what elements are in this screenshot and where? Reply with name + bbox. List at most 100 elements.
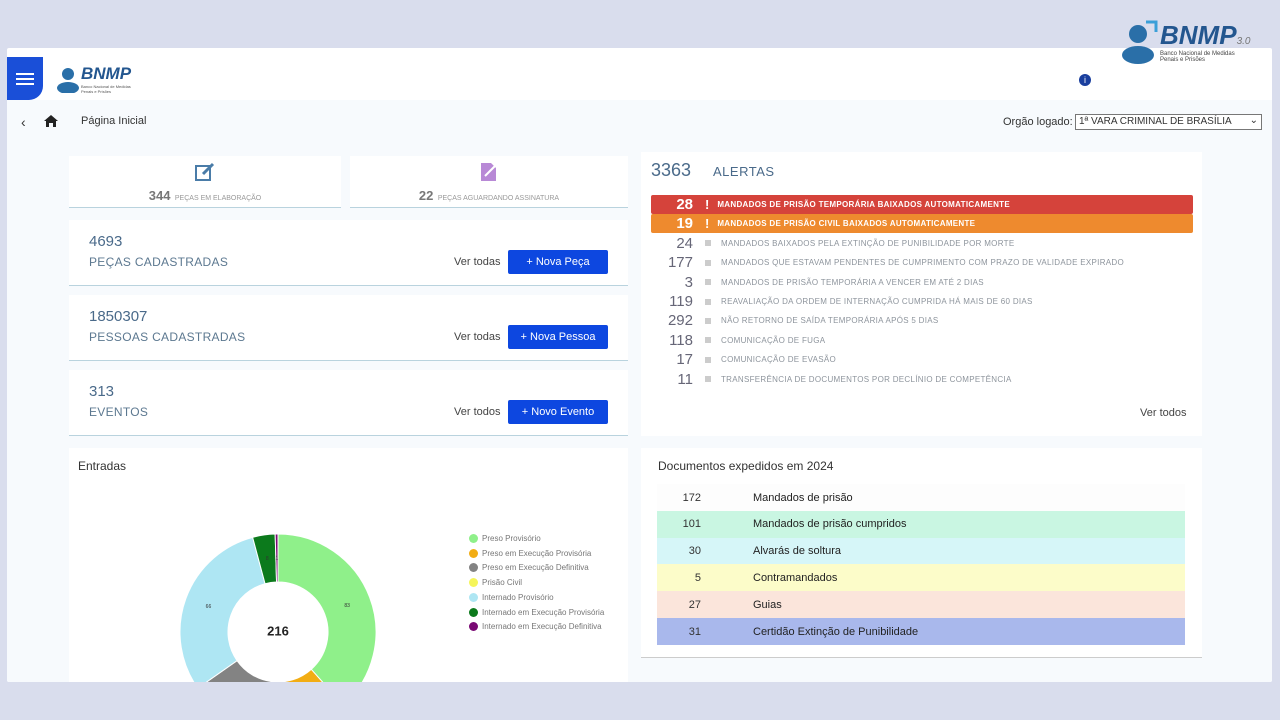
- alert-row: 177 MANDADOS QUE ESTAVAM PENDENTES DE CUM…: [651, 253, 1193, 272]
- doc-label: Alvarás de soltura: [753, 545, 842, 558]
- legend-swatch: [469, 592, 478, 602]
- counter-label: PESSOAS CADASTRADAS: [89, 330, 246, 344]
- alert-bullet: [705, 317, 711, 324]
- counter-value: 313: [89, 383, 115, 400]
- alert-text: MANDADOS DE PRISÃO TEMPORÁRIA A VENCER E…: [721, 277, 984, 287]
- small-logo: BNMP Banco Nacional de Medidas Penais e …: [55, 64, 141, 94]
- donut-slice: [277, 533, 377, 682]
- alert-bullet: [705, 337, 711, 344]
- donut-slice: [205, 659, 273, 682]
- documentos-card: Documentos expedidos em 2024 172 Mandados…: [641, 448, 1202, 658]
- slice-label: 1: [276, 555, 279, 561]
- summary-value: 22: [418, 188, 434, 203]
- alert-bullet: [705, 298, 711, 305]
- legend-item: Internado em Execução Definitiva: [469, 622, 602, 632]
- doc-count: 101: [682, 518, 701, 531]
- alerts-link[interactable]: Ver todos: [1140, 407, 1187, 419]
- donut-chart: 8329296681216: [179, 533, 377, 682]
- info-icon[interactable]: i: [1079, 74, 1091, 86]
- alert-row: 119 REAVALIAÇÃO DA ORDEM DE INTERNAÇÃO CU…: [651, 292, 1193, 311]
- legend-label: Internado em Execução Definitiva: [482, 622, 602, 632]
- alert-bullet: [705, 259, 711, 266]
- alert-row: 19! MANDADOS DE PRISÃO CIVIL BAIXADOS AUT…: [651, 214, 1193, 234]
- alert-text: MANDADOS DE PRISÃO TEMPORÁRIA BAIXADOS A…: [717, 200, 1010, 209]
- legend-item: Preso em Execução Provisória: [469, 548, 592, 558]
- menu-button[interactable]: [7, 57, 43, 100]
- sign-icon: [481, 163, 496, 181]
- alert-text: MANDADOS DE PRISÃO CIVIL BAIXADOS AUTOMA…: [717, 219, 976, 229]
- legend-item: Prisão Civil: [469, 578, 522, 588]
- documentos-title: Documentos expedidos em 2024: [658, 459, 834, 473]
- counter-card: 4693 PEÇAS CADASTRADAS Ver todas + Nova Peç…: [69, 220, 628, 286]
- logo-subtitle: Banco Nacional de Medidas Penais e Prisõ…: [81, 84, 131, 94]
- slice-label: 66: [206, 604, 212, 610]
- logo-text: BNMP: [81, 64, 132, 83]
- alert-icon: !: [705, 197, 710, 212]
- doc-count: 172: [682, 491, 701, 504]
- doc-label: Contramandados: [753, 571, 838, 584]
- legend-label: Preso em Execução Definitiva: [482, 563, 589, 573]
- alert-count: 19: [676, 215, 693, 233]
- legend-swatch: [469, 563, 478, 573]
- summary-card: 344 PEÇAS EM ELABORAÇÃO: [69, 156, 341, 208]
- new-button[interactable]: + Novo Evento: [508, 400, 608, 424]
- alerts-card: 3363 ALERTAS 28! MANDADOS DE PRISÃO TEMPO…: [641, 152, 1202, 436]
- big-logo-subtitle: Banco Nacional de Medidas Penais e Prisõ…: [1160, 50, 1235, 63]
- home-icon[interactable]: [43, 114, 59, 128]
- orgao-value: 1ª VARA CRIMINAL DE BRASÍLIA: [1079, 116, 1232, 127]
- menu-icon: [16, 72, 34, 85]
- doc-row: 172 Mandados de prisão: [657, 484, 1185, 511]
- new-button[interactable]: + Nova Peça: [508, 250, 608, 274]
- alert-count: 119: [669, 293, 693, 310]
- alert-row: 17 COMUNICAÇÃO DE EVASÃO: [651, 350, 1193, 369]
- doc-count: 30: [688, 545, 701, 558]
- view-all-link[interactable]: Ver todos: [454, 406, 501, 418]
- legend-label: Preso em Execução Provisória: [482, 548, 592, 558]
- doc-row: 27 Guias: [657, 591, 1185, 619]
- alert-count: 28: [676, 196, 693, 213]
- donut-slice: [274, 533, 279, 583]
- orgao-select[interactable]: 1ª VARA CRIMINAL DE BRASÍLIA ⌄: [1075, 114, 1262, 130]
- legend-label: Internado em Execução Provisória: [482, 607, 605, 617]
- back-arrow[interactable]: ‹: [21, 114, 26, 130]
- big-logo: BNMP3.0 Banco Nacional de Medidas Penais…: [1120, 18, 1250, 64]
- alert-bullet: [705, 356, 711, 363]
- alert-text: COMUNICAÇÃO DE FUGA: [721, 335, 826, 345]
- alert-count: 11: [677, 370, 693, 388]
- view-all-link[interactable]: Ver todas: [454, 331, 501, 343]
- donut-slice: [271, 668, 324, 682]
- legend-swatch: [469, 578, 478, 588]
- legend-item: Internado em Execução Provisória: [469, 607, 605, 617]
- counter-card: 1850307 PESSOAS CADASTRADAS Ver todas + Nov…: [69, 295, 628, 361]
- view-all-link[interactable]: Ver todas: [454, 256, 501, 268]
- alert-row: 292 NÃO RETORNO DE SAÍDA TEMPORÁRIA APÓS …: [651, 311, 1193, 330]
- alert-text: MANDADOS QUE ESTAVAM PENDENTES DE CUMPRI…: [721, 258, 1125, 268]
- alert-row: 3 MANDADOS DE PRISÃO TEMPORÁRIA A VENCER …: [651, 273, 1193, 292]
- alert-text: REAVALIAÇÃO DA ORDEM DE INTERNAÇÃO CUMPR…: [721, 297, 1033, 306]
- legend-swatch: [469, 548, 478, 558]
- counter-label: EVENTOS: [89, 405, 149, 419]
- alert-text: NÃO RETORNO DE SAÍDA TEMPORÁRIA APÓS 5 D…: [721, 316, 939, 326]
- alert-count: 24: [676, 234, 693, 252]
- alert-count: 3: [684, 273, 693, 291]
- big-logo-text: BNMP: [1160, 19, 1237, 50]
- summary-label: PEÇAS EM ELABORAÇÃO: [174, 195, 262, 202]
- new-button[interactable]: + Nova Pessoa: [508, 325, 608, 349]
- doc-row: 30 Alvarás de soltura: [657, 537, 1185, 565]
- legend-label: Internado Provisório: [482, 592, 554, 602]
- alert-row: 118 COMUNICAÇÃO DE FUGA: [651, 331, 1193, 350]
- alert-bullet: [705, 240, 711, 247]
- alert-count: 292: [667, 312, 693, 330]
- main-panel: BNMP Banco Nacional de Medidas Penais e …: [7, 48, 1272, 682]
- legend-swatch: [469, 534, 478, 543]
- doc-count: 27: [688, 598, 701, 611]
- counter-label: PEÇAS CADASTRADAS: [89, 255, 229, 269]
- doc-label: Certidão Extinção de Punibilidade: [753, 625, 919, 638]
- legend-item: Internado Provisório: [469, 592, 554, 602]
- doc-count: 5: [694, 571, 701, 584]
- summary-label: PEÇAS AGUARDANDO ASSINATURA: [437, 195, 560, 202]
- alert-count: 177: [667, 254, 693, 272]
- doc-row: 5 Contramandados: [657, 564, 1185, 592]
- alerts-title: ALERTAS: [713, 164, 775, 179]
- alert-icon: !: [705, 216, 710, 232]
